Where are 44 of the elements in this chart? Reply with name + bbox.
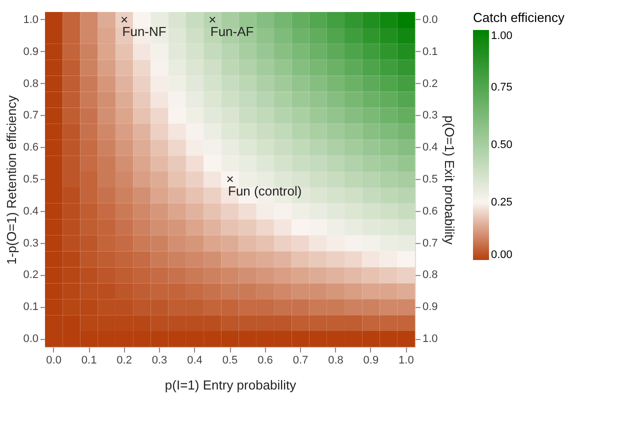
y-tick-label: 0.4 [23,205,38,218]
y-tick-label: 0.3 [23,237,38,250]
y2-tick-label: 0.5 [422,174,438,186]
x-tick-label: 0.9 [363,354,379,366]
x-tick-label: 0.6 [258,354,273,366]
x-tick-label: 0.5 [222,354,238,366]
y-tick-label: 0.8 [23,78,38,90]
x-tick-label: 0.7 [292,354,308,366]
color-bar-label: 0.75 [491,82,512,94]
annotation: Fun (control) [228,184,302,198]
y2-tick-label: 0.9 [422,301,438,314]
y-tick-label: 0.0 [23,333,38,346]
y2-tick-label: 0.1 [422,46,438,58]
y2-tick-label: 0.8 [422,269,438,282]
y-tick-label: 1.0 [23,14,38,26]
y-tick-label: 0.7 [23,110,38,122]
x-tick-label: 1.0 [398,354,414,366]
y2-tick-label: 0.0 [422,14,438,26]
annotation: × [226,172,234,186]
x-tick-label: 0.2 [116,354,132,366]
y-axis-title: 1-p(O=1) Retention efficiency [4,94,20,265]
y2-axis-title: p(O=1) Exit probability [442,116,457,245]
x-axis-title: p(I=1) Entry probability [164,378,297,392]
legend-title: Catch efficiency [473,10,566,25]
color-bar-label: 0.25 [491,196,512,208]
y2-tick-label: 0.4 [422,142,438,154]
y2-tick-label: 1.0 [422,333,438,346]
y-tick-label: 0.2 [23,269,38,282]
y-tick-label: 0.1 [23,301,38,314]
x-tick-label: 0.0 [46,354,62,366]
y2-tick-label: 0.2 [422,78,438,90]
color-bar-label: 0.00 [491,249,512,261]
color-bar-label: 0.50 [491,139,512,151]
y2-tick-label: 0.7 [422,237,438,250]
x-tick-label: 0.8 [328,354,344,366]
y2-tick-label: 0.3 [422,110,438,122]
color-bar-label: 1.00 [491,30,512,42]
y-tick-label: 0.9 [23,46,38,58]
x-tick-label: 0.3 [152,354,168,366]
x-tick-label: 0.4 [187,354,202,366]
x-tick-label: 0.1 [81,354,97,366]
y-tick-label: 0.6 [23,142,38,154]
y-tick-label: 0.5 [23,174,38,186]
y2-tick-label: 0.6 [422,205,438,218]
